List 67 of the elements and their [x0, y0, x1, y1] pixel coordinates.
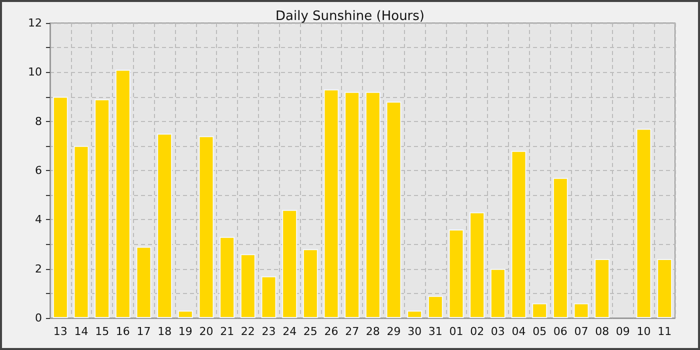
- x-tick-label: 19: [178, 325, 192, 338]
- bar: [552, 178, 568, 318]
- x-tick-label: 16: [116, 325, 130, 338]
- bar: [178, 310, 193, 318]
- x-tick-label: 30: [408, 325, 422, 338]
- x-tick-label: 20: [199, 325, 214, 338]
- bar: [657, 259, 672, 318]
- bar: [532, 303, 548, 318]
- bar: [324, 89, 339, 318]
- bar: [407, 310, 422, 318]
- x-tick-label: 18: [158, 325, 172, 338]
- y-tick-label: 12: [28, 16, 42, 30]
- bar: [74, 146, 89, 318]
- x-tick-label: 23: [262, 325, 276, 338]
- x-tick-label: 29: [386, 325, 401, 338]
- bar: [198, 136, 214, 318]
- bar: [594, 259, 610, 318]
- bar: [386, 102, 402, 318]
- bar: [365, 92, 380, 318]
- bar: [282, 210, 298, 318]
- y-tick-label: 2: [35, 262, 42, 276]
- x-tick-label: 27: [345, 325, 360, 338]
- x-tick-label: 25: [303, 325, 318, 338]
- bar: [636, 128, 652, 318]
- x-tick-label: 11: [658, 325, 672, 338]
- x-tick-label: 15: [95, 325, 110, 338]
- x-tick-label: 06: [553, 325, 568, 338]
- bar: [115, 70, 130, 318]
- y-tick-label: 8: [35, 114, 42, 128]
- bar: [470, 212, 485, 318]
- bar: [94, 99, 110, 318]
- bar: [157, 134, 172, 318]
- x-tick-label: 09: [616, 325, 630, 338]
- x-tick-label: 02: [470, 325, 484, 338]
- x-tick-label: 24: [282, 325, 297, 338]
- bar: [240, 254, 256, 318]
- bar: [428, 296, 443, 318]
- bar: [220, 236, 235, 318]
- x-tick-label: 21: [220, 325, 234, 338]
- x-tick-label: 26: [324, 325, 338, 338]
- bar: [448, 230, 464, 318]
- x-tick-label: 22: [240, 325, 255, 338]
- x-tick-label: 05: [532, 325, 547, 338]
- y-tick-label: 6: [35, 164, 42, 177]
- bar: [302, 249, 318, 318]
- x-tick-label: 17: [136, 325, 151, 338]
- chart-title: Daily Sunshine (Hours): [276, 9, 424, 24]
- x-tick-label: 13: [53, 325, 68, 338]
- y-tick-label: 10: [28, 66, 42, 79]
- bar: [136, 246, 152, 318]
- bar: [574, 303, 589, 318]
- x-tick-label: 28: [366, 325, 380, 338]
- y-tick-label: 0: [35, 312, 42, 324]
- bar: [344, 92, 360, 318]
- x-tick-label: 03: [490, 325, 505, 338]
- bar: [511, 150, 526, 318]
- y-tick-label: 4: [35, 213, 42, 226]
- x-tick-label: 31: [428, 325, 442, 338]
- x-tick-label: 14: [74, 325, 88, 338]
- bar: [261, 276, 276, 318]
- x-tick-label: 04: [512, 325, 526, 338]
- bar: [52, 96, 68, 318]
- x-tick-label: 08: [595, 325, 610, 338]
- x-tick-label: 10: [636, 325, 651, 338]
- bar: [490, 268, 506, 318]
- x-tick-label: 07: [574, 325, 588, 338]
- x-tick-label: 01: [449, 325, 464, 338]
